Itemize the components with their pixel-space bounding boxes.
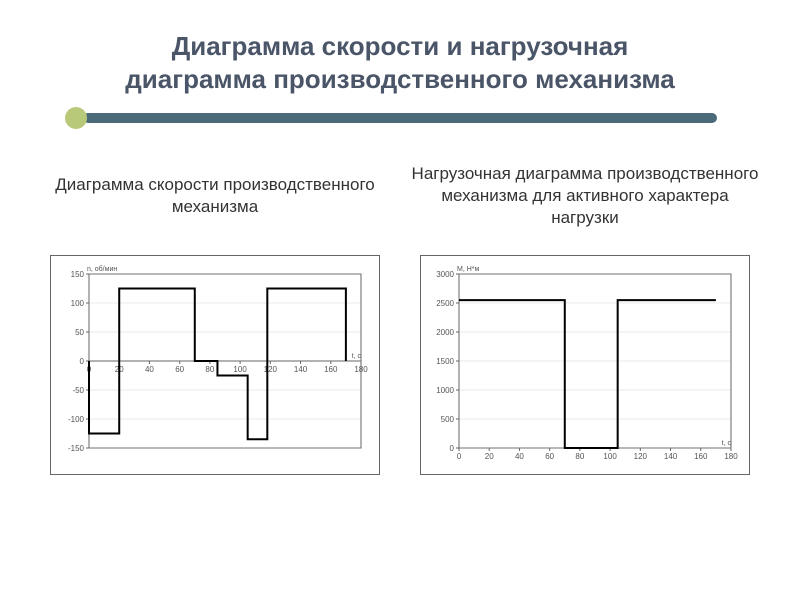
svg-text:100: 100 — [233, 365, 247, 374]
svg-text:120: 120 — [634, 452, 648, 461]
load-chart: 0 500 1000 1500 2000 2500 3000 0 20 40 60 80 100 120 1… — [425, 260, 745, 470]
svg-text:120: 120 — [264, 365, 278, 374]
svg-text:M, Н*м: M, Н*м — [457, 266, 480, 273]
speed-chart: -150-100-5005010015002040608010012014016… — [55, 260, 375, 470]
svg-text:160: 160 — [324, 365, 338, 374]
right-subtitle: Нагрузочная диаграмма производственного … — [410, 151, 760, 241]
svg-text:500: 500 — [441, 415, 455, 424]
svg-text:2000: 2000 — [436, 328, 454, 337]
svg-text:20: 20 — [485, 452, 494, 461]
title-bullet — [65, 107, 87, 129]
svg-text:2500: 2500 — [436, 299, 454, 308]
left-chart-frame: -150-100-5005010015002040608010012014016… — [50, 255, 380, 475]
right-chart-frame: 0 500 1000 1500 2000 2500 3000 0 20 40 60 80 100 120 1… — [420, 255, 750, 475]
svg-text:0: 0 — [457, 452, 462, 461]
svg-text:1500: 1500 — [436, 357, 454, 366]
title-underline — [83, 113, 717, 123]
svg-text:40: 40 — [145, 365, 154, 374]
svg-text:-50: -50 — [72, 386, 84, 395]
svg-text:140: 140 — [294, 365, 308, 374]
left-subtitle: Диаграмма скорости производственного мех… — [40, 151, 390, 241]
svg-text:50: 50 — [75, 328, 84, 337]
svg-text:60: 60 — [545, 452, 554, 461]
svg-text:150: 150 — [71, 270, 85, 279]
svg-text:100: 100 — [71, 299, 85, 308]
svg-text:1000: 1000 — [436, 386, 454, 395]
svg-text:t, с: t, с — [352, 353, 362, 360]
svg-text:180: 180 — [724, 452, 738, 461]
svg-text:n, об/мин: n, об/мин — [87, 265, 117, 273]
svg-text:0: 0 — [80, 357, 85, 366]
left-column: Диаграмма скорости производственного мех… — [40, 151, 390, 475]
title-line-2: диаграмма производственного механизма — [125, 64, 674, 94]
svg-text:100: 100 — [603, 452, 617, 461]
slide-title: Диаграмма скорости и нагрузочная диаграм… — [40, 30, 760, 95]
svg-text:140: 140 — [664, 452, 678, 461]
right-column: Нагрузочная диаграмма производственного … — [410, 151, 760, 475]
svg-text:80: 80 — [205, 365, 214, 374]
svg-text:80: 80 — [575, 452, 584, 461]
charts-row: Диаграмма скорости производственного мех… — [40, 151, 760, 475]
svg-text:40: 40 — [515, 452, 524, 461]
svg-text:160: 160 — [694, 452, 708, 461]
svg-text:-100: -100 — [68, 415, 85, 424]
title-line-1: Диаграмма скорости и нагрузочная — [172, 31, 629, 61]
svg-text:3000: 3000 — [436, 270, 454, 279]
svg-text:-150: -150 — [68, 444, 85, 453]
svg-text:t, с: t, с — [722, 440, 732, 447]
svg-text:0: 0 — [450, 444, 455, 453]
svg-text:60: 60 — [175, 365, 184, 374]
svg-text:180: 180 — [354, 365, 368, 374]
